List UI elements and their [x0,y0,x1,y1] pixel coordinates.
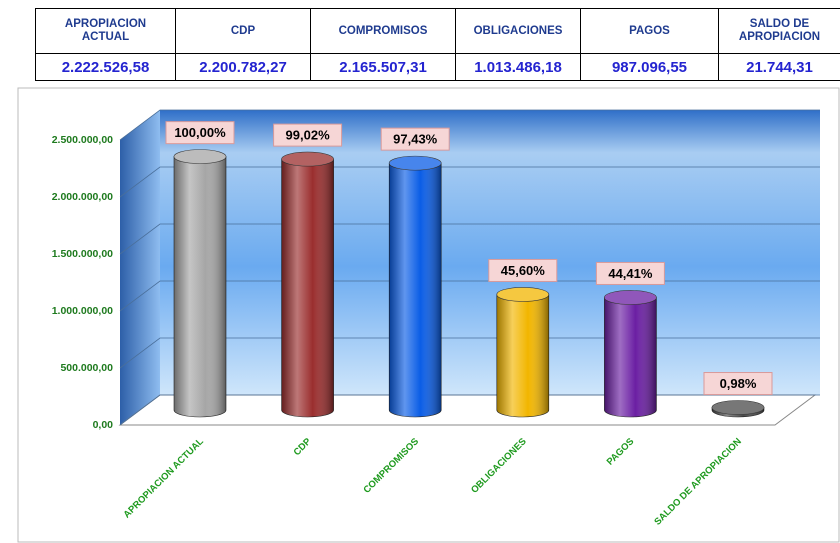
y-tick-label: 1.000.000,00 [52,305,113,317]
header-cell: PAGOS [580,8,719,54]
data-label-box [488,258,558,282]
header-text: COMPROMISOS [338,24,428,37]
header-cell: APROPIACION ACTUAL [35,8,176,54]
grid-line [119,166,820,198]
cylinder-top-shine [712,400,764,415]
header-text: CDP [230,24,256,37]
y-tick-label: 500.000,00 [60,362,113,374]
header-row: APROPIACION ACTUAL CDP COMPROMISOS OBLIGACIO… [35,8,840,54]
back-wall [160,110,820,395]
value-cell: 2.222.526,58 [35,53,176,81]
data-label-box [165,121,235,145]
cylinder-top [388,155,442,171]
chart-border [17,87,840,543]
cylinder-shine [281,159,334,417]
cylinder-top [173,149,227,164]
data-label-box [595,261,665,285]
header-cell: CDP [175,8,311,54]
header-text: SALDO DE [749,18,810,30]
x-tick-label: APROPIACION ACTUAL [121,436,206,521]
cylinder-shine [496,294,549,417]
cylinder-top-shine [389,156,442,171]
cylinder-top-shine [496,287,549,302]
data-label-box [703,372,773,396]
cylinder-top-shine [604,290,657,305]
header-text: ACTUAL [81,31,130,43]
grid-line [119,223,820,255]
value-cell: 21.744,31 [718,53,840,81]
y-tick-label: 0,00 [93,419,114,431]
value-cell: 2.200.782,27 [175,53,311,81]
data-label: 99,02% [286,128,331,143]
header-text: APROPIACION [738,31,821,43]
y-tick-label: 2.500.000,00 [52,134,113,146]
cylinder-top [281,151,334,167]
header-text: OBLIGACIONES [473,24,563,37]
y-tick-label: 2.000.000,00 [52,191,113,203]
cylinder-top [711,400,765,415]
header-cell: SALDO DE APROPIACION [718,8,840,54]
summary-table: APROPIACION ACTUAL CDP COMPROMISOS OBLIGACIO… [35,8,840,81]
cylinder-shine [604,297,657,417]
data-label: 97,43% [393,132,438,147]
header-text: APROPIACION [64,18,147,30]
grid-line [119,337,820,369]
grid-line [119,109,820,141]
value-cell: 1.013.486,18 [455,53,581,81]
data-label-box [273,123,343,147]
x-tick-label: PAGOS [605,436,637,468]
y-tick-label: 1.500.000,00 [52,248,113,260]
cylinder-shine [389,163,442,417]
grid-line [119,394,820,426]
x-tick-label: COMPROMISOS [361,436,421,496]
data-label: 0,98% [720,376,757,391]
data-label: 44,41% [608,266,653,281]
x-tick-label: CDP [292,436,314,458]
data-label: 100,00% [174,125,226,140]
data-label: 45,60% [501,263,546,278]
data-label-box [380,127,450,151]
cylinder-top [604,290,657,305]
header-text: PAGOS [629,24,670,37]
cylinder-shine [174,156,226,418]
cylinder-top-shine [174,149,226,164]
x-tick-label: SALDO DE APROPIACION [652,436,744,528]
cylinder-top-shine [281,152,334,167]
x-tick-label: OBLIGACIONES [469,436,529,496]
header-cell: OBLIGACIONES [455,8,581,54]
cylinder-top [496,287,550,302]
value-row: 2.222.526,58 2.200.782,27 2.165.507,31 1.01… [35,53,840,81]
value-cell: 987.096,55 [580,53,719,81]
side-wall [120,110,160,425]
header-cell: COMPROMISOS [310,8,456,54]
value-cell: 2.165.507,31 [310,53,456,81]
